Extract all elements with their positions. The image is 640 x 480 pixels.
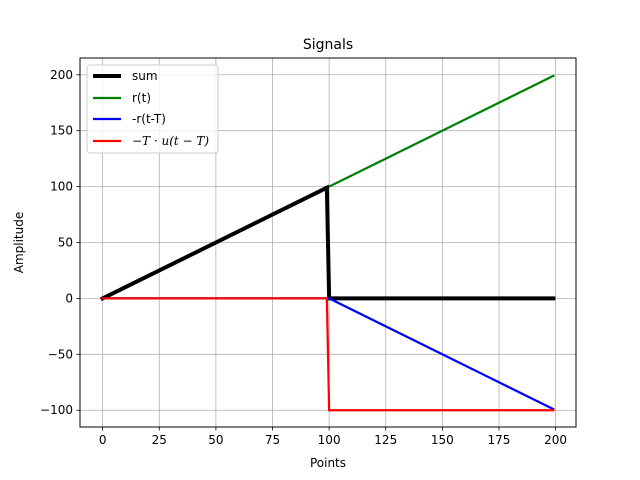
y-tick-label: −100: [40, 403, 73, 417]
x-tick-label: 100: [318, 433, 341, 447]
series-layer: [99, 74, 556, 412]
x-tick-label: 25: [152, 433, 167, 447]
y-tick-label: 150: [50, 124, 73, 138]
chart-title: Signals: [303, 37, 353, 53]
x-axis-title: Points: [310, 456, 346, 470]
legend-label-sum: sum: [132, 69, 158, 83]
series-line-step: [101, 297, 555, 412]
x-tick-label: 125: [374, 433, 397, 447]
x-tick-label: 150: [431, 433, 454, 447]
x-tick-label: 200: [544, 433, 567, 447]
y-tick-label: 100: [50, 180, 73, 194]
x-tick-label: 175: [488, 433, 511, 447]
legend-label-r: r(t): [132, 91, 151, 105]
legend: sum r(t) -r(t-T) −T · u(t − T): [86, 64, 219, 154]
x-tick-label: 50: [208, 433, 223, 447]
legend-box: [86, 64, 219, 154]
x-tick-label: 0: [99, 433, 107, 447]
legend-label-step: −T · u(t − T): [132, 134, 209, 148]
x-tick-label: 75: [265, 433, 280, 447]
series-line-sum: [99, 184, 556, 302]
y-tick-label: 0: [65, 291, 73, 305]
legend-label-neg-r: -r(t-T): [132, 112, 166, 126]
y-tick-label: 200: [50, 68, 73, 82]
y-axis-title: Amplitude: [12, 212, 26, 274]
y-tick-label: 50: [58, 236, 73, 250]
y-tick-label: −50: [48, 347, 73, 361]
ticks: 0 25 50 75 100 125 150 175 200 −100 −50 0 50 100 150 20…: [40, 68, 567, 447]
